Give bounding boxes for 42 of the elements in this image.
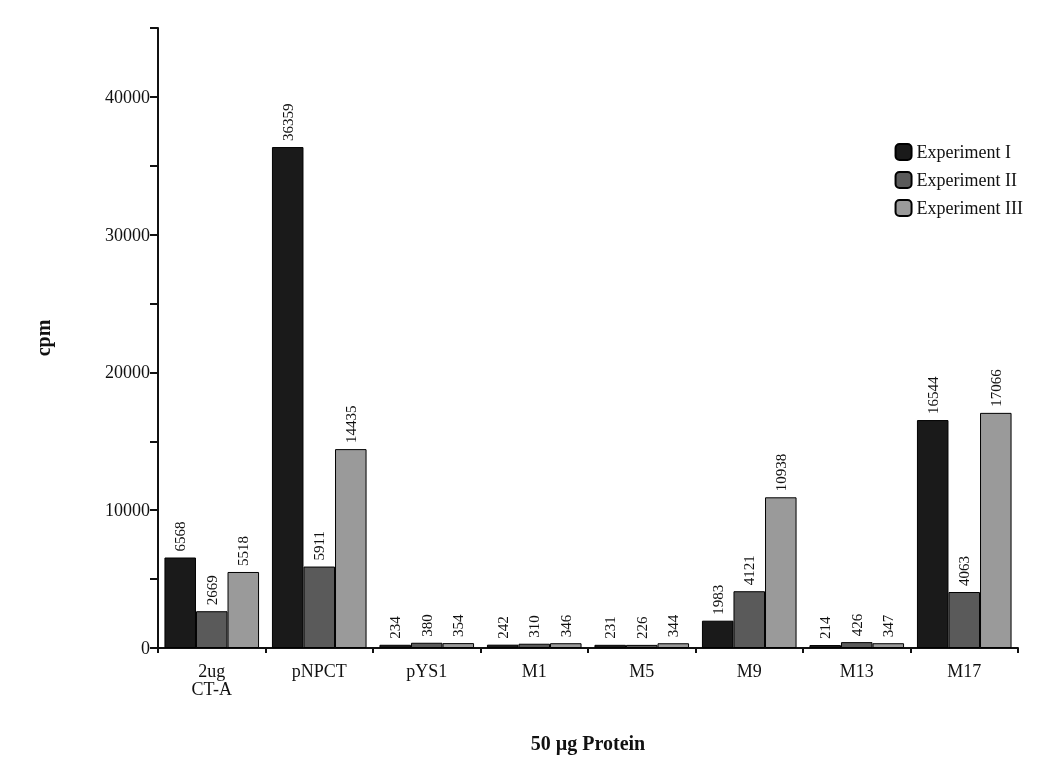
data-label: 310 — [526, 615, 543, 638]
x-tick-label: M9 — [736, 661, 762, 681]
data-label: 4063 — [956, 556, 973, 587]
data-label: 347 — [880, 614, 897, 638]
data-label: 354 — [450, 614, 467, 638]
x-tick-label: M5 — [629, 661, 655, 681]
data-label: 5911 — [311, 531, 328, 561]
data-label: 226 — [633, 615, 650, 639]
data-label: 380 — [418, 614, 435, 637]
x-tick-label: M17 — [947, 661, 982, 681]
x-tick-label: M1 — [521, 661, 547, 681]
data-label: 1983 — [709, 584, 726, 615]
legend-label: Experiment I — [916, 142, 1012, 162]
data-label: 214 — [817, 616, 834, 640]
data-label: 344 — [665, 614, 682, 638]
y-tick-label: 20000 — [105, 362, 150, 383]
data-label: 242 — [494, 616, 511, 639]
x-axis-title: 50 µg Protein — [530, 732, 646, 755]
data-label: 6568 — [172, 521, 189, 552]
x-tick-label: 2ug CT-A — [191, 661, 232, 699]
data-label: 17066 — [987, 368, 1004, 407]
y-axis-title: cpm — [32, 319, 55, 357]
data-label: 14435 — [342, 405, 359, 444]
data-label: 36359 — [279, 103, 296, 142]
data-label: 2669 — [203, 575, 220, 606]
y-tick-label: 40000 — [105, 86, 150, 107]
data-label: 10938 — [772, 453, 789, 492]
y-tick-label: 10000 — [105, 500, 150, 521]
x-tick-label: M13 — [839, 661, 874, 681]
data-label: 346 — [557, 614, 574, 638]
legend-label: Experiment II — [916, 170, 1018, 190]
data-label: 231 — [602, 616, 619, 639]
data-label: 5518 — [235, 535, 252, 566]
y-tick-label: 0 — [141, 638, 150, 658]
data-label: 234 — [387, 615, 404, 639]
x-tick-label: pYS1 — [406, 661, 448, 681]
data-label: 4121 — [741, 555, 758, 586]
x-tick-label: pNPCT — [291, 661, 347, 681]
y-tick-label: 30000 — [105, 224, 150, 245]
data-label: 426 — [848, 613, 865, 637]
legend-label: Experiment III — [916, 198, 1024, 218]
data-label: 16544 — [924, 376, 941, 415]
